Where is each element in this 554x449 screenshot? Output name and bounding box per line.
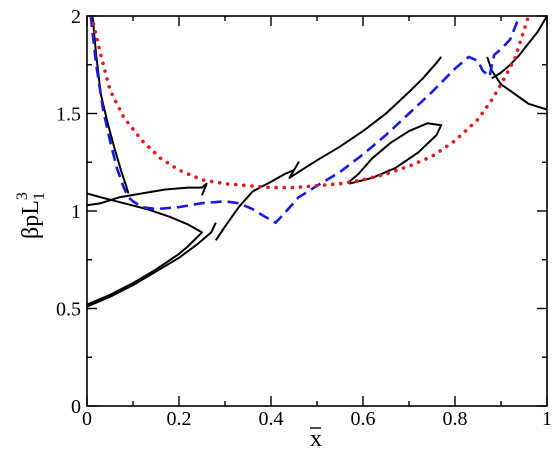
y-axis-label-group: βpL31 (14, 192, 48, 239)
plot-frame (86, 15, 548, 407)
x-tick-label: 0.2 (167, 408, 192, 430)
y-tick-label: 2 (71, 6, 81, 28)
series-line-5-solid (214, 56, 442, 241)
y-tick-label: 0.5 (56, 299, 81, 321)
series-line-3-solid (87, 182, 208, 207)
series-line-7-solid (486, 56, 547, 111)
x-tick-label: 0.6 (351, 408, 376, 430)
y-axis-label-sup: 3 (14, 192, 31, 200)
series-line-10-dotted (89, 16, 531, 190)
series-line-2-solid (87, 192, 203, 306)
y-axis-label-main: βpL (18, 200, 44, 239)
y-axis-label-sub: 1 (31, 192, 48, 200)
x-tick-label: 1 (542, 408, 552, 430)
x-tick-label: 0.8 (443, 408, 468, 430)
y-tick-label: 1 (71, 201, 81, 223)
series-line-1-solid (87, 222, 217, 308)
y-tick-label: 1.5 (56, 104, 81, 126)
ticks-layer (86, 15, 548, 407)
x-tick-label: 0 (82, 408, 92, 430)
series-line-8-solid (491, 16, 547, 80)
series-line-4-solid (91, 16, 130, 194)
x-tick-label: 0.4 (259, 408, 284, 430)
series-layer (87, 16, 547, 308)
series-line-9-dashed (89, 16, 521, 224)
y-tick-label: 0 (71, 396, 81, 418)
x-axis-label-group: x (310, 426, 322, 449)
series-line-6-solid (348, 122, 443, 185)
tick-labels-layer: 0 0.2 0.4 0.6 0.8 1 0 0.5 1 1.5 2 (56, 6, 552, 430)
y-axis-label: βpL31 (14, 192, 48, 239)
x-axis-label: x (310, 426, 322, 449)
